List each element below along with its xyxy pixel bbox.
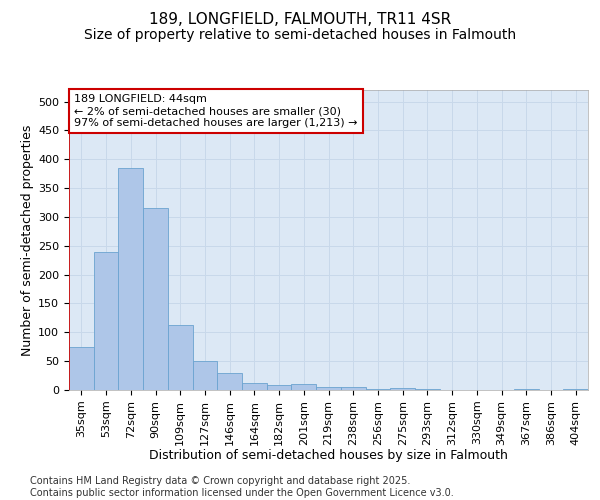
Text: 189, LONGFIELD, FALMOUTH, TR11 4SR: 189, LONGFIELD, FALMOUTH, TR11 4SR [149,12,451,28]
Bar [242,382,267,390]
Bar [563,389,588,390]
Y-axis label: Number of semi-detached properties: Number of semi-detached properties [21,124,34,356]
Bar [94,252,118,390]
Bar [341,387,365,390]
Bar [193,361,217,390]
Text: 189 LONGFIELD: 44sqm
← 2% of semi-detached houses are smaller (30)
97% of semi-d: 189 LONGFIELD: 44sqm ← 2% of semi-detach… [74,94,358,128]
Bar [118,168,143,390]
Bar [316,386,341,390]
Text: Contains HM Land Registry data © Crown copyright and database right 2025.
Contai: Contains HM Land Registry data © Crown c… [30,476,454,498]
Bar [69,346,94,390]
Text: Size of property relative to semi-detached houses in Falmouth: Size of property relative to semi-detach… [84,28,516,42]
X-axis label: Distribution of semi-detached houses by size in Falmouth: Distribution of semi-detached houses by … [149,449,508,462]
Bar [390,388,415,390]
Bar [143,208,168,390]
Bar [292,384,316,390]
Bar [217,372,242,390]
Bar [267,386,292,390]
Bar [168,325,193,390]
Bar [514,389,539,390]
